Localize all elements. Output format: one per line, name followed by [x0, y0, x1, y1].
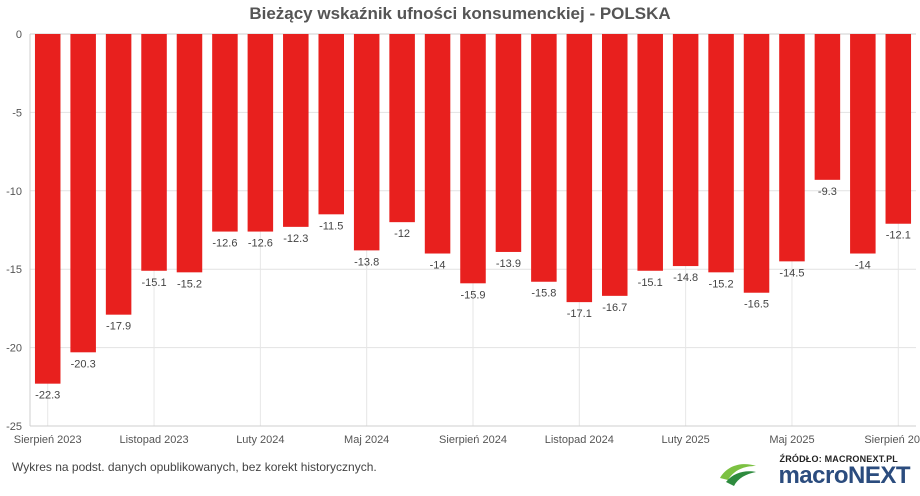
bar-value-label: -13.9 — [496, 258, 521, 270]
chart-title: Bieżący wskaźnik ufności konsumenckiej -… — [249, 4, 671, 23]
bar-value-label: -14 — [855, 260, 871, 272]
y-tick-label: -25 — [6, 421, 22, 433]
bar — [743, 34, 770, 293]
bar — [850, 34, 876, 254]
bar — [70, 34, 96, 353]
brand-name: macroNEXT — [778, 462, 910, 490]
bar-value-label: -12.3 — [283, 233, 308, 245]
bar-value-label: -12 — [394, 228, 410, 240]
brand-logo-block[interactable]: macroNEXT — [710, 452, 911, 492]
bar-value-label: -17.9 — [106, 321, 131, 333]
x-tick-label: Sierpień 2024 — [439, 434, 507, 446]
source-label: ŹRÓDŁO: MACRONEXT.PL — [779, 454, 898, 464]
x-tick-label: Listopad 2023 — [119, 434, 188, 446]
y-tick-label: -10 — [6, 186, 22, 198]
bar-value-label: -12.1 — [886, 230, 911, 242]
bar — [212, 34, 238, 232]
bar-value-label: -13.8 — [354, 256, 379, 268]
y-tick-label: -5 — [12, 107, 22, 119]
value-labels-layer: -22.3 -20.3 -17.9 -15.1 -15.2 -12.6 -12.6 -12.3… — [35, 186, 911, 402]
bar — [602, 34, 628, 296]
x-tick-label: Maj 2025 — [769, 434, 814, 446]
green-swoosh-logo-icon — [720, 464, 756, 486]
bar — [353, 34, 380, 251]
bar — [34, 34, 61, 384]
bar-value-label: -22.3 — [35, 390, 60, 402]
bar-value-label: -9.3 — [818, 186, 837, 198]
bar — [566, 34, 593, 303]
y-tick-label: -20 — [6, 343, 22, 355]
bar — [424, 34, 451, 254]
bar-value-label: -16.5 — [744, 299, 769, 311]
bar — [105, 34, 132, 315]
bar-value-label: -14.5 — [779, 267, 804, 279]
bar — [389, 34, 415, 223]
x-tick-label: Luty 2025 — [661, 434, 709, 446]
bar — [531, 34, 557, 282]
y-tick-label: 0 — [16, 29, 22, 41]
bar — [247, 34, 274, 232]
x-tick-label: Sierpień 2023 — [14, 434, 82, 446]
bar-value-label: -14 — [430, 260, 446, 272]
bar — [141, 34, 167, 271]
bar-value-label: -12.6 — [248, 238, 273, 250]
footnote: Wykres na podst. danych opublikowanych, … — [12, 460, 377, 474]
bar — [176, 34, 203, 273]
x-tick-label: Maj 2024 — [344, 434, 389, 446]
bar — [814, 34, 841, 180]
x-tick-label: Listopad 2024 — [545, 434, 614, 446]
y-tick-label: -15 — [6, 264, 22, 276]
bar-value-label: -15.8 — [531, 288, 556, 300]
x-tick-label: Sierpień 2025 — [864, 434, 920, 446]
brand-name-part1: macro — [778, 462, 848, 489]
bar-value-label: -14.8 — [673, 272, 698, 284]
bar-value-label: -15.2 — [709, 278, 734, 290]
bar-value-label: -15.9 — [460, 289, 485, 301]
bar-value-label: -15.1 — [142, 277, 167, 289]
bars-layer — [34, 34, 912, 384]
bar — [672, 34, 699, 267]
bar — [885, 34, 912, 224]
bar-value-label: -15.2 — [177, 278, 202, 290]
bar-value-label: -20.3 — [71, 358, 96, 370]
bar — [495, 34, 522, 252]
bar — [637, 34, 663, 271]
bar-value-label: -16.7 — [602, 302, 627, 314]
brand-name-part2: NEXT — [847, 462, 911, 489]
bar-value-label: -12.6 — [212, 238, 237, 250]
x-tick-label: Luty 2024 — [236, 434, 284, 446]
bar — [318, 34, 344, 215]
bar — [283, 34, 309, 227]
bar — [460, 34, 486, 284]
bar-value-label: -17.1 — [567, 308, 592, 320]
bar — [779, 34, 805, 262]
bar-value-label: -15.1 — [638, 277, 663, 289]
bar — [708, 34, 734, 273]
bar-value-label: -11.5 — [319, 220, 343, 232]
